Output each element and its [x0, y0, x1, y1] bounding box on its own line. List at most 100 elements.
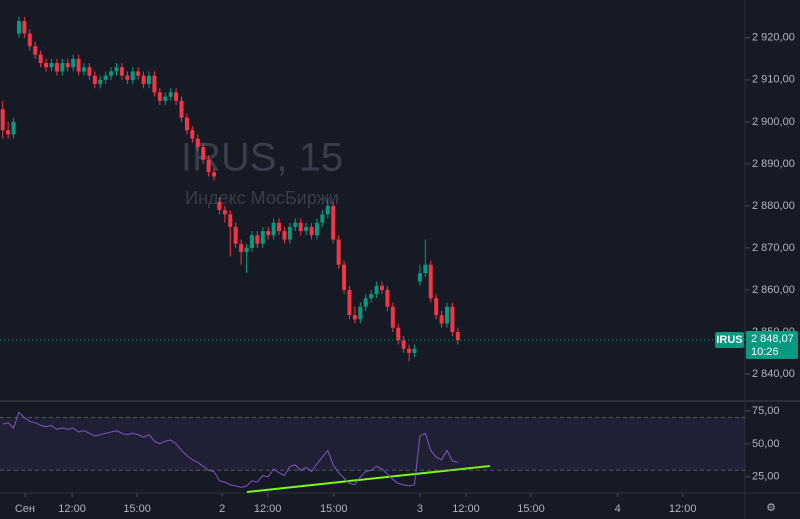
- candle-body: [206, 159, 211, 173]
- y-tick-label: 2 870,00: [752, 242, 795, 254]
- candle-body: [147, 75, 151, 85]
- candle-body: [217, 201, 222, 211]
- candle-body: [184, 117, 189, 131]
- candle-body: [228, 214, 233, 227]
- candle-body: [65, 63, 70, 68]
- candle-body: [342, 264, 347, 290]
- x-tick-label: 15:00: [123, 503, 151, 515]
- y-tick-label: 2 890,00: [752, 158, 795, 170]
- candle-body: [260, 231, 265, 244]
- x-tick-label: 4: [615, 503, 621, 515]
- candle-body: [434, 298, 439, 316]
- candle-body: [201, 147, 206, 160]
- candle-body: [358, 306, 363, 320]
- candle-body: [33, 46, 38, 55]
- candle-body: [423, 264, 428, 274]
- candle-body: [119, 67, 124, 76]
- candle-body: [287, 226, 292, 240]
- y-tick-label: 50,00: [752, 438, 780, 450]
- candle-body: [125, 75, 130, 80]
- candle-body: [271, 222, 276, 236]
- candle-body: [136, 71, 141, 76]
- candle-body: [103, 75, 108, 80]
- candle-body: [407, 348, 412, 353]
- y-tick-label: 2 930,00: [752, 0, 795, 2]
- candle-body: [347, 289, 352, 316]
- y-tick-label: 2 920,00: [752, 32, 795, 44]
- candle-body: [445, 306, 449, 324]
- candle-body: [76, 58, 81, 72]
- candle-body: [130, 71, 135, 80]
- x-tick-label: 15:00: [517, 503, 545, 515]
- candle-body: [325, 205, 330, 215]
- candle-body: [222, 210, 227, 215]
- rsi-band: [0, 417, 745, 471]
- y-tick-label: 2 860,00: [752, 284, 795, 296]
- candle-body: [352, 315, 357, 320]
- candle-body: [16, 21, 21, 34]
- candle-body: [152, 75, 157, 93]
- x-tick-label: 15:00: [320, 503, 348, 515]
- x-tick-label: 12:00: [58, 503, 86, 515]
- candle-body: [179, 100, 184, 118]
- candle-body: [27, 33, 32, 47]
- candle-body: [320, 214, 325, 223]
- candle-body: [255, 235, 260, 244]
- y-tick-label: 2 840,00: [752, 368, 795, 380]
- x-tick-label: 12:00: [254, 503, 282, 515]
- candle-body: [455, 331, 460, 341]
- candle-body: [157, 92, 162, 101]
- candle-body: [336, 239, 341, 265]
- candle-body: [428, 264, 433, 299]
- candle-body: [396, 327, 401, 341]
- candle-body: [450, 306, 455, 332]
- watermark-title: IRUS, 15: [181, 136, 343, 180]
- candle-body: [174, 92, 179, 101]
- candle-body: [233, 226, 238, 244]
- candle-body: [81, 67, 86, 72]
- settings-icon[interactable]: ⚙: [766, 502, 776, 514]
- candle-body: [390, 306, 395, 328]
- rsi-line: [2, 411, 458, 488]
- candle-body: [369, 294, 374, 299]
- candle-body: [412, 348, 417, 353]
- candle-body: [239, 243, 244, 253]
- candle-body: [38, 54, 43, 64]
- candle-body: [439, 315, 444, 324]
- candle-body: [6, 130, 11, 135]
- candle-body: [98, 79, 103, 85]
- candle-body: [309, 226, 314, 236]
- x-tick-label: 12:00: [452, 503, 480, 515]
- candle-body: [0, 109, 5, 131]
- y-tick-label: 2 910,00: [752, 74, 795, 86]
- candle-body: [385, 289, 390, 307]
- candle-body: [11, 121, 16, 135]
- x-tick-label: 2: [219, 503, 225, 515]
- candle-body: [87, 67, 92, 76]
- candle-body: [314, 222, 319, 236]
- y-tick-label: 2 880,00: [752, 200, 795, 212]
- candle-body: [44, 63, 49, 68]
- candle-body: [331, 205, 336, 240]
- last-price-tag: [746, 331, 798, 360]
- candle-body: [244, 247, 249, 253]
- candle-body: [71, 58, 76, 68]
- candle-body: [401, 340, 406, 349]
- candle-body: [298, 222, 303, 232]
- candle-body: [168, 92, 173, 97]
- symbol-tag: [715, 332, 744, 349]
- last-price-label: 2 848,07: [751, 333, 794, 345]
- candle-body: [282, 231, 287, 240]
- x-tick-label: 3: [417, 503, 423, 515]
- last-price-time: 10:26: [751, 346, 779, 358]
- candle-body: [141, 75, 146, 85]
- y-tick-label: 75,00: [752, 405, 780, 417]
- candle-body: [374, 285, 379, 295]
- candle-body: [195, 138, 200, 148]
- candle-body: [266, 231, 271, 236]
- candle-body: [249, 235, 254, 248]
- candle-body: [190, 130, 195, 139]
- candle-body: [92, 75, 97, 85]
- candle-body: [109, 71, 114, 76]
